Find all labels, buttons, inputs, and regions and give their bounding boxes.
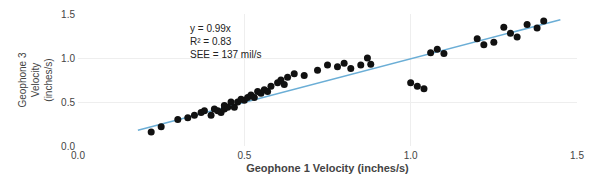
svg-text:Geophone 3Velocity(inches/s): Geophone 3Velocity(inches/s)	[17, 52, 54, 107]
svg-text:0.5: 0.5	[237, 150, 251, 161]
svg-text:Geophone 1 Velocity (inches/s): Geophone 1 Velocity (inches/s)	[246, 162, 409, 174]
svg-text:1.0: 1.0	[404, 150, 418, 161]
svg-text:0.0: 0.0	[71, 150, 85, 161]
svg-text:0.0: 0.0	[61, 141, 75, 152]
svg-text:1.5: 1.5	[61, 9, 75, 20]
svg-text:1.0: 1.0	[61, 53, 75, 64]
svg-text:0.5: 0.5	[61, 97, 75, 108]
svg-text:y = 0.99xR² = 0.83SEE = 137 mi: y = 0.99xR² = 0.83SEE = 137 mil/s	[190, 23, 261, 60]
svg-text:1.5: 1.5	[570, 150, 584, 161]
